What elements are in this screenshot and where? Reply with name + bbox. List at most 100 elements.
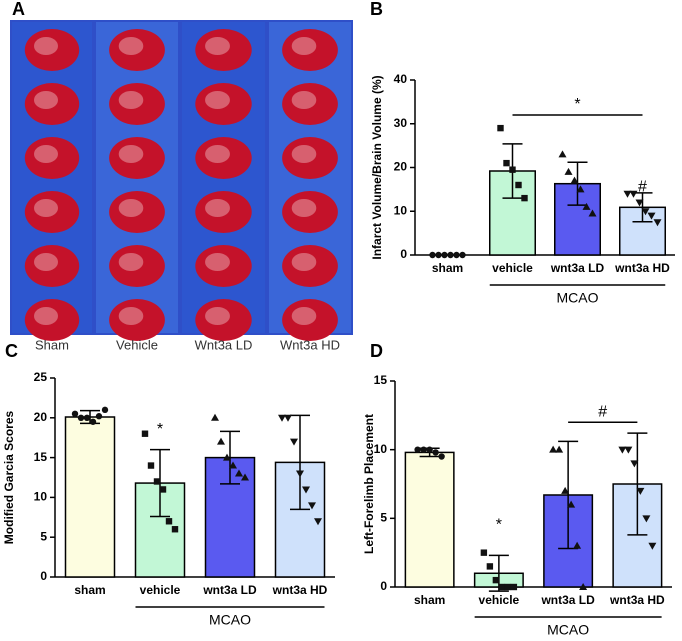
brain-slice-highlight — [205, 91, 230, 109]
significance-mark: * — [157, 421, 163, 438]
brain-slice-highlight — [291, 253, 317, 271]
x-tick-label: sham — [414, 593, 445, 607]
panel-letter: D — [370, 341, 383, 361]
data-point — [165, 518, 173, 525]
brain-slice-highlight — [34, 91, 58, 109]
data-point — [438, 453, 445, 460]
data-point — [504, 583, 512, 591]
data-point — [153, 478, 161, 485]
x-tick-label: vehicle — [492, 261, 533, 275]
data-point — [302, 486, 310, 494]
data-point — [432, 449, 439, 456]
x-tick-label: wnt3a LD — [540, 593, 595, 607]
data-point — [486, 563, 494, 570]
y-tick-label: 5 — [40, 529, 47, 543]
data-point — [624, 446, 633, 454]
data-point — [83, 414, 91, 421]
data-point — [435, 251, 442, 259]
x-tick-label: vehicle — [140, 583, 181, 597]
data-point — [515, 181, 522, 189]
significance-mark: # — [598, 403, 607, 420]
significance-mark: * — [574, 96, 580, 113]
brain-slice-highlight — [205, 199, 230, 217]
data-point — [95, 413, 103, 420]
x-tick-label: wnt3a HD — [272, 583, 328, 597]
x-tick-label: sham — [432, 261, 463, 275]
data-point — [447, 251, 454, 259]
data-point — [642, 515, 651, 523]
y-tick-label: 0 — [380, 579, 387, 593]
data-point — [429, 251, 436, 259]
y-tick-label: 10 — [394, 203, 408, 217]
panel-letter: A — [12, 0, 25, 19]
brain-slice-highlight — [34, 253, 58, 271]
data-point — [564, 167, 573, 175]
brain-slice-highlight — [291, 37, 317, 55]
data-point — [588, 209, 597, 217]
brain-slice-highlight — [291, 307, 317, 325]
data-point — [290, 438, 298, 446]
bar — [404, 451, 455, 588]
significance-mark: * — [496, 516, 502, 533]
photo-label: Sham — [35, 337, 69, 352]
brain-slice-highlight — [205, 37, 230, 55]
data-point — [229, 461, 237, 469]
data-point — [579, 583, 588, 590]
data-point — [636, 487, 645, 495]
group-label: MCAO — [557, 290, 599, 306]
brain-slices-photo — [10, 20, 353, 341]
data-point — [171, 526, 179, 533]
data-point — [453, 251, 460, 259]
data-point — [555, 445, 564, 453]
brain-slice-highlight — [118, 91, 144, 109]
x-tick-label: wnt3a LD — [550, 261, 605, 275]
data-point — [141, 430, 149, 437]
data-point — [558, 150, 567, 158]
bar — [64, 416, 116, 578]
data-point — [509, 166, 516, 173]
brain-slice-highlight — [291, 145, 317, 163]
y-tick-label: 0 — [40, 569, 47, 583]
data-point — [278, 414, 286, 422]
data-point — [521, 194, 528, 202]
y-tick-label: 15 — [374, 373, 388, 387]
panel-letter: C — [5, 341, 18, 361]
significance-mark: # — [638, 178, 647, 195]
y-tick-label: 30 — [394, 116, 408, 130]
data-point — [147, 462, 155, 469]
x-tick-label: sham — [74, 583, 105, 597]
data-point — [623, 190, 632, 198]
data-point — [498, 583, 506, 591]
data-point — [573, 541, 582, 549]
x-tick-label: vehicle — [479, 593, 520, 607]
data-point — [426, 446, 433, 453]
data-point — [503, 159, 510, 167]
brain-slice-highlight — [118, 199, 144, 217]
brain-slice-highlight — [34, 199, 58, 217]
photo-label: Vehicle — [116, 337, 158, 352]
y-tick-label: 20 — [34, 410, 48, 424]
data-point — [510, 583, 518, 591]
photo-label: Wnt3a LD — [195, 337, 253, 352]
data-point — [308, 502, 316, 510]
y-tick-label: 10 — [374, 442, 388, 456]
brain-slice-highlight — [118, 145, 144, 163]
y-tick-label: 40 — [394, 72, 408, 86]
data-point — [235, 469, 243, 477]
data-point — [71, 410, 79, 418]
data-point — [296, 470, 304, 478]
data-point — [441, 251, 448, 259]
data-point — [101, 406, 109, 414]
data-point — [618, 446, 627, 454]
data-point — [567, 500, 576, 508]
brain-slice-highlight — [34, 307, 58, 325]
data-point — [241, 473, 249, 481]
y-tick-label: 15 — [34, 450, 48, 464]
bar — [554, 182, 601, 256]
data-point — [576, 185, 585, 193]
data-point — [635, 199, 644, 207]
brain-slice-highlight — [291, 199, 317, 217]
y-tick-label: 5 — [380, 511, 387, 525]
data-point — [420, 446, 427, 453]
